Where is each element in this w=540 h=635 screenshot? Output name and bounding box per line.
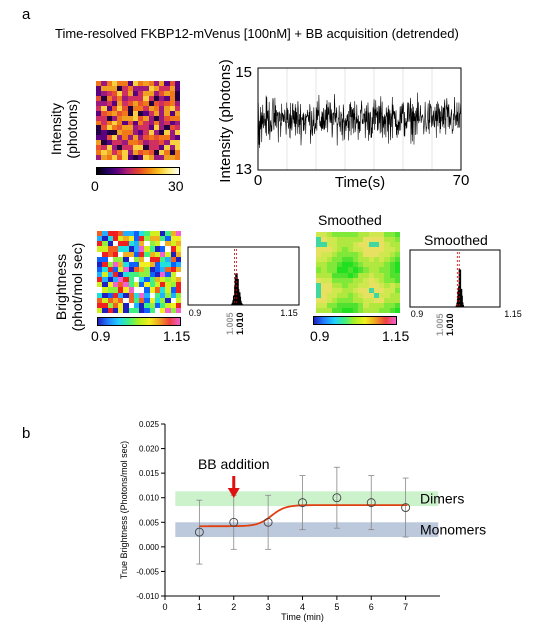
y-tick-label: 0.020 — [139, 445, 160, 454]
brightness-heatmap — [97, 231, 181, 313]
y-tick-label: 0.025 — [139, 420, 160, 429]
bb-addition-annotation: BB addition — [198, 456, 270, 472]
data-point — [263, 517, 273, 527]
x-tick-label: 5 — [334, 602, 339, 612]
brightness-histogram-marker-label-2: 1.010 — [235, 312, 245, 335]
y-tick-label: -0.005 — [136, 567, 159, 576]
intensity-trace-xtick-max: 70 — [453, 172, 470, 189]
intensity-heatmap — [96, 81, 180, 160]
data-point — [229, 517, 239, 527]
smoothed-colorbar — [313, 316, 397, 325]
intensity-trace-frame — [257, 67, 462, 171]
y-tick-label: 0.005 — [139, 518, 160, 527]
x-tick-label: 4 — [300, 602, 305, 612]
smoothed-histogram-title: Smoothed — [424, 232, 488, 248]
monomers-band-label: Monomers — [420, 522, 486, 538]
x-tick-label: 1 — [197, 602, 202, 612]
y-tick-label: 0.015 — [139, 469, 160, 478]
panel-b-letter: b — [22, 425, 31, 442]
data-point — [366, 498, 376, 508]
y-tick-label: 0.010 — [139, 494, 160, 503]
data-point — [332, 493, 342, 503]
brightness-histogram-xtick-max: 1.15 — [280, 308, 298, 318]
true-brightness-chart: -0.010 -0.005 0.000 0.005 0.010 0.015 0.020 0.0… — [119, 420, 486, 622]
brightness-map-ylabel-line2: (phot/mol sec) — [69, 242, 85, 332]
intensity-trace-chart: 15 13 0 70 Time(s) Intensity (photons) — [217, 59, 470, 191]
dimers-band-label: Dimers — [420, 491, 464, 507]
histogram-bar — [461, 295, 463, 307]
smoothed-histogram-chart: 0.9 1.15 1.005 1.010 — [409, 249, 522, 336]
intensity-colorbar — [96, 167, 180, 175]
intensity-trace-xlabel: Time(s) — [335, 174, 385, 191]
brightness-colorbar-max: 1.15 — [163, 328, 191, 344]
x-tick-label: 7 — [403, 602, 408, 612]
intensity-trace-xtick-min: 0 — [254, 172, 262, 189]
brightness-colorbar — [97, 317, 181, 326]
brightness-histogram-marker-label-1: 1.005 — [225, 312, 235, 335]
brightness-histogram-xtick-min: 0.9 — [189, 308, 202, 318]
data-point — [298, 498, 307, 508]
x-tick-label: 6 — [369, 602, 374, 612]
smoothed-map-title: Smoothed — [318, 212, 382, 228]
intensity-trace-ylabel: Intensity (photons) — [217, 59, 234, 182]
dimers-band — [175, 491, 439, 507]
brightness-histogram-chart: 0.9 1.15 1.005 1.010 — [187, 246, 300, 335]
smoothed-histogram-xtick-min: 0.9 — [411, 309, 424, 319]
smoothed-histogram-marker-label-2: 1.010 — [445, 313, 455, 336]
arrow-head — [227, 488, 240, 498]
intensity-colorbar-max: 30 — [168, 178, 184, 194]
histogram-bar — [462, 302, 464, 307]
brightness-histogram-frame — [187, 246, 300, 306]
intensity-trace-ytick-max: 15 — [235, 64, 252, 81]
panel-a-title: Time-resolved FKBP12-mVenus [100nM] + BB… — [55, 26, 459, 41]
smoothed-brightness-heatmap — [316, 232, 400, 313]
intensity-trace-line — [257, 92, 462, 149]
y-tick-label: 0.000 — [139, 543, 160, 552]
monomers-band — [175, 522, 439, 538]
intensity-map-ylabel: Intensity (photons) — [48, 81, 82, 177]
data-point — [194, 527, 204, 537]
true-brightness-xlabel: Time (min) — [281, 612, 324, 622]
brightness-colorbar-min: 0.9 — [91, 328, 111, 344]
brightness-map-ylabel: Brightness (phot/mol sec) — [53, 227, 87, 347]
intensity-map-ylabel-line2: (photons) — [64, 99, 80, 159]
smoothed-colorbar-min: 0.9 — [310, 328, 330, 344]
y-tick-label: -0.010 — [136, 592, 159, 601]
data-point — [401, 503, 411, 512]
panel-a-letter: a — [22, 6, 31, 23]
intensity-trace-ytick-min: 13 — [235, 161, 252, 178]
true-brightness-ylabel: True Brightness (Photons/mol sec) — [119, 441, 129, 579]
smoothed-histogram-marker-label-1: 1.005 — [435, 313, 445, 336]
x-tick-label: 0 — [162, 602, 167, 612]
intensity-colorbar-min: 0 — [91, 178, 99, 194]
smoothed-colorbar-max: 1.15 — [382, 328, 410, 344]
x-tick-label: 3 — [266, 602, 271, 612]
histogram-bar — [462, 304, 464, 307]
x-tick-label: 2 — [231, 602, 236, 612]
intensity-map-ylabel-line1: Intensity — [48, 102, 64, 156]
smoothed-histogram-frame — [409, 249, 501, 308]
bb-addition-arrow — [227, 476, 240, 498]
smoothed-histogram-xtick-max: 1.15 — [504, 309, 522, 319]
brightness-map-ylabel-line1: Brightness — [53, 253, 69, 321]
histogram-bar — [459, 269, 462, 307]
